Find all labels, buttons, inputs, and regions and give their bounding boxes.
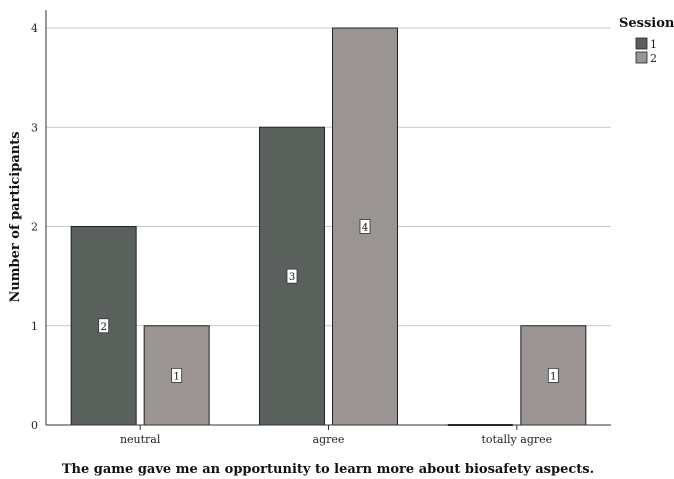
data-label-box (286, 268, 298, 284)
legend-label-1: 1 (650, 38, 657, 51)
x-tick-labels: neutral agree totally agree (120, 433, 552, 446)
data-label: 3 (289, 272, 295, 283)
bars-group (70, 27, 587, 426)
data-label: 2 (100, 322, 106, 333)
x-tick-label: totally agree (482, 433, 553, 446)
y-tick-label: 3 (31, 121, 38, 134)
gridlines (46, 27, 611, 327)
data-label: 1 (550, 371, 556, 382)
legend-swatch-2 (635, 51, 648, 64)
legend-label-2: 2 (650, 52, 657, 65)
x-tick-label: neutral (120, 433, 161, 446)
legend-swatch-1 (635, 37, 648, 50)
x-axis-title: The game gave me an opportunity to learn… (62, 462, 594, 477)
y-tick-label: 0 (31, 419, 38, 432)
y-tick-label: 2 (31, 221, 38, 234)
y-tick-labels: 0 1 2 3 4 (31, 22, 38, 432)
legend-title: Session (619, 16, 674, 31)
data-label-box (359, 219, 371, 234)
y-tick-label: 4 (31, 22, 38, 35)
legend: Session 12 (619, 16, 674, 65)
y-axis-title: Number of participants (8, 131, 23, 302)
data-label-box (171, 367, 183, 383)
data-label: 4 (362, 223, 368, 234)
axes (45, 10, 611, 430)
x-tick-label: agree (313, 433, 345, 446)
data-label-box (98, 318, 110, 334)
data-label-box (547, 367, 559, 383)
data-labels: 2 1 3 4 1 (98, 219, 559, 383)
data-label: 1 (173, 371, 179, 382)
y-tick-label: 1 (31, 320, 38, 333)
